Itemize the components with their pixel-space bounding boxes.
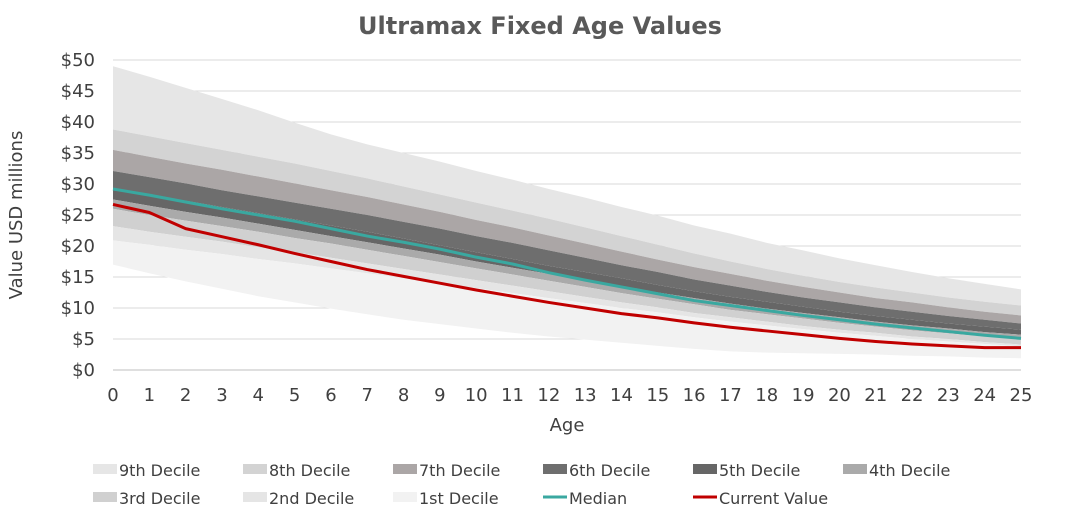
legend-swatch [243,492,267,502]
y-tick-label: $0 [72,360,95,381]
line-current-value [112,202,1021,350]
legend-item-9th-decile: 9th Decile [93,461,200,480]
x-tick-label: 22 [901,385,924,406]
chart-title: Ultramax Fixed Age Values [358,12,722,40]
y-tick-label: $25 [61,205,95,226]
x-tick-label: 17 [719,385,742,406]
x-tick-label: 6 [325,385,336,406]
legend-item-1st-decile: 1st Decile [393,489,499,508]
x-axis-ticks: 0 1 2 3 4 5 6 7 8 9 10 11 12 13 14 15 16 17 18 19 20 21 22 23 24… [107,385,1032,406]
x-tick-label: 11 [501,385,524,406]
legend-item-5th-decile: 5th Decile [693,461,800,480]
x-tick-label: 14 [610,385,633,406]
band-1st-decile [113,240,1021,359]
x-tick-label: 25 [1010,385,1033,406]
legend-label: 2nd Decile [269,489,354,508]
y-tick-label: $40 [61,112,95,133]
x-tick-label: 23 [937,385,960,406]
legend-item-median: Median [543,489,627,508]
y-tick-label: $10 [61,298,95,319]
x-tick-label: 4 [253,385,264,406]
x-tick-label: 3 [216,385,227,406]
series-lines [112,187,1022,350]
legend: 9th Decile 8th Decile 7th Decile 6th Decile… [93,461,950,508]
x-tick-label: 15 [646,385,669,406]
x-tick-label: 24 [973,385,996,406]
legend-item-current-value: Current Value [693,489,828,508]
y-tick-label: $20 [61,236,95,257]
x-tick-label: 0 [107,385,118,406]
legend-label: 8th Decile [269,461,350,480]
band-9th-decile [113,66,1021,306]
legend-swatch [843,464,867,474]
legend-label: 5th Decile [719,461,800,480]
legend-label: 9th Decile [119,461,200,480]
legend-item-8th-decile: 8th Decile [243,461,350,480]
y-tick-label: $45 [61,81,95,102]
x-axis-label: Age [550,415,585,436]
legend-label: 4th Decile [869,461,950,480]
x-tick-label: 19 [792,385,815,406]
x-tick-label: 10 [465,385,488,406]
band-6th-decile [113,170,1021,330]
legend-label: 1st Decile [419,489,499,508]
x-tick-label: 9 [434,385,445,406]
y-tick-label: $30 [61,174,95,195]
y-tick-label: $5 [72,329,95,350]
band-8th-decile [113,129,1021,316]
y-axis-label: Value USD millions [6,131,27,300]
legend-item-4th-decile: 4th Decile [843,461,950,480]
legend-label: Current Value [719,489,828,508]
x-tick-label: 7 [362,385,373,406]
x-tick-label: 1 [144,385,155,406]
legend-swatch [243,464,267,474]
x-tick-label: 2 [180,385,191,406]
legend-swatch [543,464,567,474]
legend-label: 3rd Decile [119,489,200,508]
legend-item-2nd-decile: 2nd Decile [243,489,354,508]
legend-swatch [693,464,717,474]
legend-label: 6th Decile [569,461,650,480]
band-7th-decile [113,149,1021,324]
y-axis-ticks: $0 $5 $10 $15 $20 $25 $30 $35 $40 $45 $50 [61,50,95,381]
legend-swatch [93,464,117,474]
legend-item-3rd-decile: 3rd Decile [93,489,200,508]
x-tick-label: 12 [537,385,560,406]
legend-swatch [393,464,417,474]
y-tick-label: $15 [61,267,95,288]
x-tick-label: 16 [683,385,706,406]
y-tick-label: $50 [61,50,95,71]
legend-swatch [93,492,117,502]
legend-label: 7th Decile [419,461,500,480]
decile-bands [113,66,1021,359]
x-tick-label: 5 [289,385,300,406]
x-tick-label: 21 [864,385,887,406]
x-tick-label: 8 [398,385,409,406]
legend-item-7th-decile: 7th Decile [393,461,500,480]
legend-item-6th-decile: 6th Decile [543,461,650,480]
x-tick-label: 13 [574,385,597,406]
legend-label: Median [569,489,627,508]
line-median [112,187,1022,340]
y-tick-label: $35 [61,143,95,164]
x-tick-label: 20 [828,385,851,406]
legend-swatch [393,492,417,502]
x-tick-label: 18 [755,385,778,406]
